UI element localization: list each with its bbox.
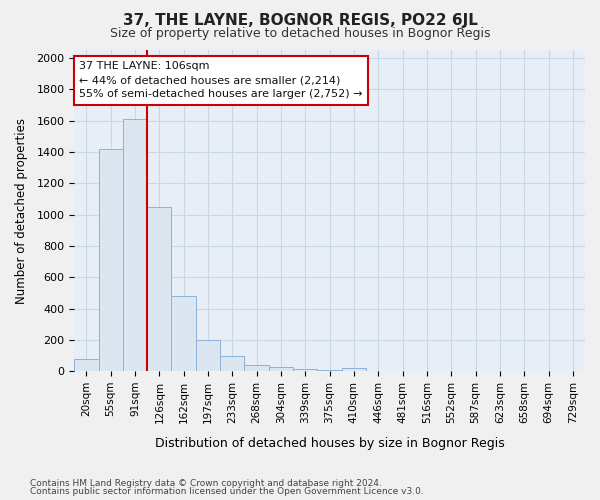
Text: Contains public sector information licensed under the Open Government Licence v3: Contains public sector information licen… xyxy=(30,487,424,496)
Bar xyxy=(147,206,172,372)
Bar xyxy=(172,296,196,372)
Bar xyxy=(244,365,269,372)
Bar xyxy=(317,370,342,372)
Bar xyxy=(220,356,244,372)
Bar xyxy=(342,368,366,372)
Bar xyxy=(293,369,317,372)
Text: 37 THE LAYNE: 106sqm
← 44% of detached houses are smaller (2,214)
55% of semi-de: 37 THE LAYNE: 106sqm ← 44% of detached h… xyxy=(79,61,363,99)
Text: Size of property relative to detached houses in Bognor Regis: Size of property relative to detached ho… xyxy=(110,28,490,40)
X-axis label: Distribution of detached houses by size in Bognor Regis: Distribution of detached houses by size … xyxy=(155,437,505,450)
Bar xyxy=(123,119,147,372)
Text: 37, THE LAYNE, BOGNOR REGIS, PO22 6JL: 37, THE LAYNE, BOGNOR REGIS, PO22 6JL xyxy=(122,12,478,28)
Text: Contains HM Land Registry data © Crown copyright and database right 2024.: Contains HM Land Registry data © Crown c… xyxy=(30,478,382,488)
Bar xyxy=(74,358,98,372)
Bar xyxy=(196,340,220,372)
Bar xyxy=(98,148,123,372)
Bar xyxy=(269,368,293,372)
Y-axis label: Number of detached properties: Number of detached properties xyxy=(15,118,28,304)
